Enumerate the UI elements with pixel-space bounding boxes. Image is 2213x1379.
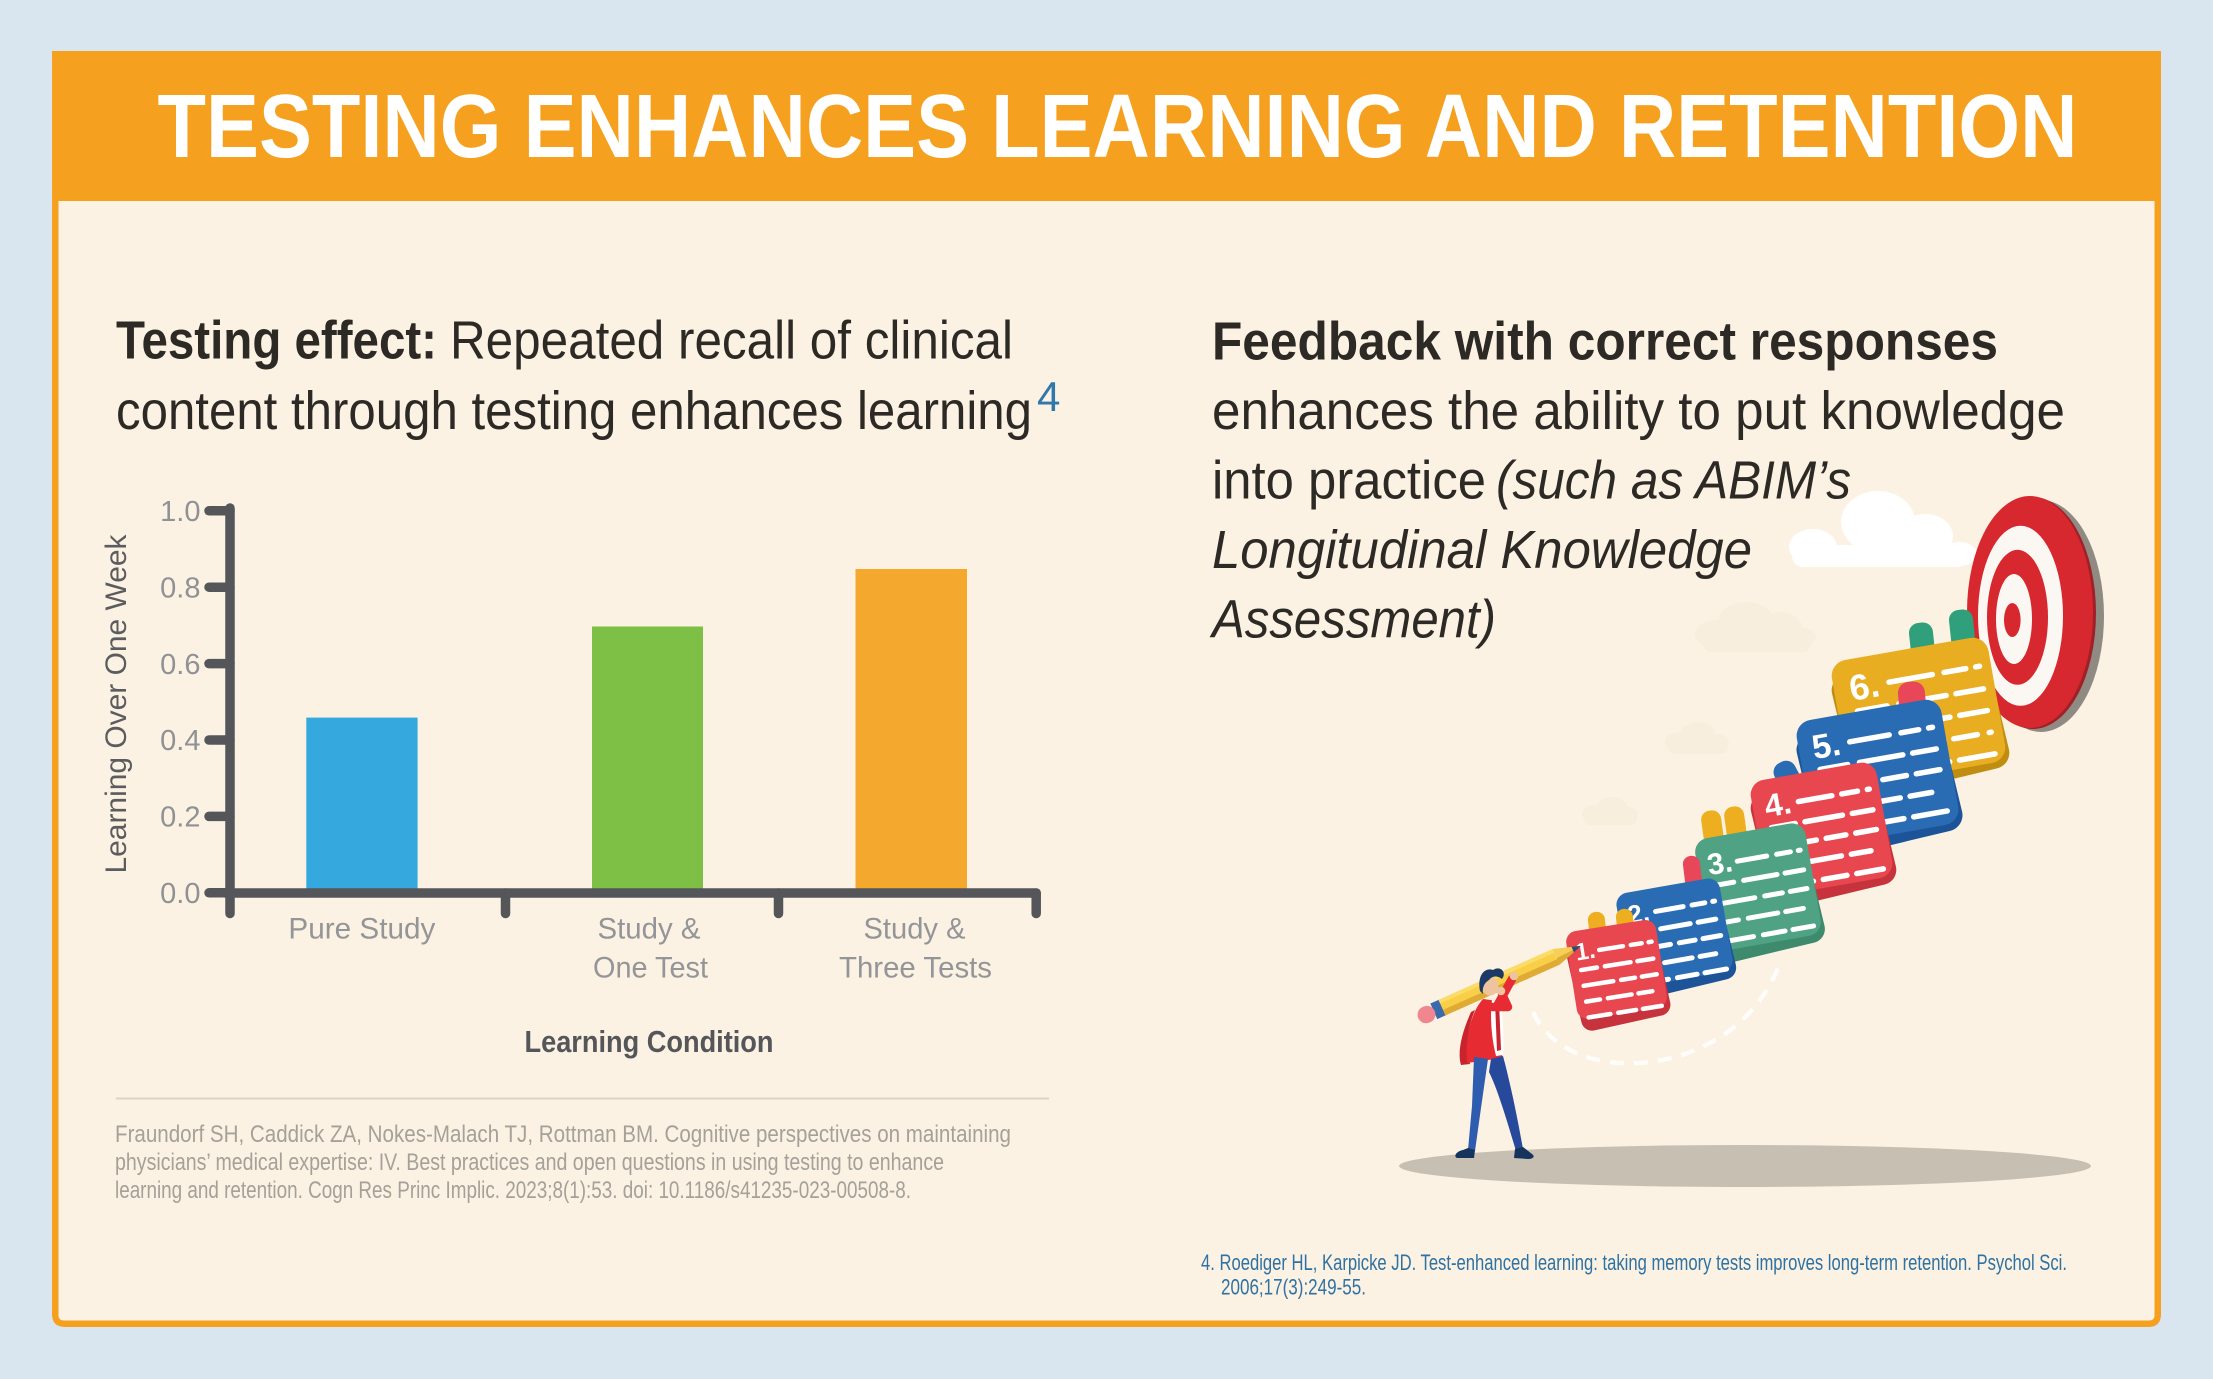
svg-text:Fraundorf SH, Caddick ZA, Noke: Fraundorf SH, Caddick ZA, Nokes-Malach T… <box>115 1121 1011 1148</box>
svg-text:Assessment): Assessment) <box>1209 590 1496 650</box>
svg-text:1.0: 1.0 <box>160 496 200 528</box>
svg-text:One Test: One Test <box>593 952 709 985</box>
svg-text:6.: 6. <box>1846 663 1883 709</box>
svg-text:0.0: 0.0 <box>160 878 200 910</box>
svg-text:Feedback with correct response: Feedback with correct responses <box>1212 312 1998 372</box>
svg-text:0.8: 0.8 <box>160 572 200 604</box>
svg-text:2006;17(3):249-55.: 2006;17(3):249-55. <box>1221 1274 1366 1299</box>
svg-text:1.: 1. <box>1573 937 1597 967</box>
svg-text:content through testing enhanc: content through testing enhances learnin… <box>116 381 1032 441</box>
svg-text:4. Roediger HL, Karpicke JD. T: 4. Roediger HL, Karpicke JD. Test-enhanc… <box>1201 1250 2067 1275</box>
svg-text:Learning Over One Week: Learning Over One Week <box>100 534 133 874</box>
svg-text:0.2: 0.2 <box>160 802 200 834</box>
svg-text:Study &: Study & <box>864 913 966 946</box>
svg-text:3.: 3. <box>1705 845 1735 882</box>
svg-text:Study &: Study & <box>598 913 701 946</box>
svg-text:0.4: 0.4 <box>160 725 200 757</box>
svg-text:4: 4 <box>1037 373 1060 420</box>
svg-text:Longitudinal Knowledge: Longitudinal Knowledge <box>1212 520 1752 580</box>
svg-text:Testing effect:: Testing effect: <box>116 311 437 371</box>
svg-text:Learning Condition: Learning Condition <box>525 1024 774 1059</box>
svg-text:5.: 5. <box>1809 725 1844 767</box>
svg-text:Repeated recall of clinical: Repeated recall of clinical <box>450 311 1013 371</box>
svg-text:(such as ABIM’s: (such as ABIM’s <box>1496 451 1851 511</box>
svg-text:Pure Study: Pure Study <box>288 913 435 946</box>
svg-text:enhances the ability to put kn: enhances the ability to put knowledge <box>1212 381 2065 441</box>
svg-text:4.: 4. <box>1762 784 1795 824</box>
svg-text:Three Tests: Three Tests <box>839 952 992 985</box>
svg-text:learning and retention. Cogn R: learning and retention. Cogn Res Princ I… <box>115 1177 911 1204</box>
svg-text:0.6: 0.6 <box>160 649 200 681</box>
svg-text:into practice: into practice <box>1212 451 1486 511</box>
svg-text:TESTING ENHANCES LEARNING AND: TESTING ENHANCES LEARNING AND RETENTION <box>158 77 2078 177</box>
svg-text:physicians’ medical expertise:: physicians’ medical expertise: IV. Best … <box>115 1149 944 1176</box>
